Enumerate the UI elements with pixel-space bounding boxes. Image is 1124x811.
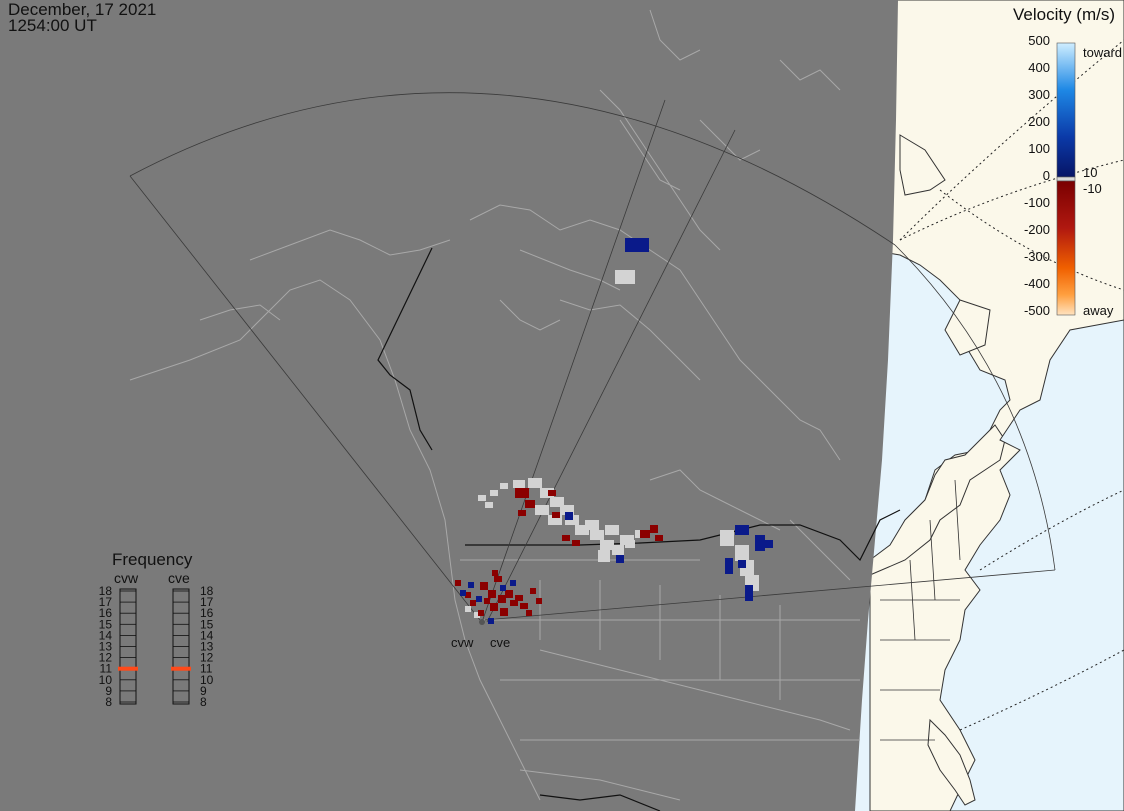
legend-toward-label: toward	[1083, 45, 1122, 60]
landmass-greenland-tip	[899, 134, 946, 196]
cve-frequency-tick: 11	[200, 662, 213, 676]
radar-fov	[129, 92, 1056, 623]
night-terminator-region	[0, 0, 898, 811]
legend-tick-0: 0	[1043, 168, 1050, 183]
cve-frequency-tick: 10	[200, 673, 214, 687]
cvw-frequency-tick: 10	[99, 673, 113, 687]
night-coastlines	[129, 9, 860, 801]
political-borders	[377, 247, 901, 811]
cvw-frequency-tick: 9	[105, 684, 112, 698]
cvw-frequency-tick: 13	[99, 640, 113, 654]
legend-tick-200: 200	[1028, 114, 1050, 129]
frequency-title: Frequency	[112, 550, 193, 569]
velocity-legend-title: Velocity (m/s)	[1013, 5, 1115, 24]
cvw-frequency-tick: 8	[105, 695, 112, 709]
cve-frequency-tick: 15	[200, 617, 214, 631]
landmass-newfoundland	[944, 299, 991, 356]
legend-tick-neg300: -300	[1024, 249, 1050, 264]
landmass-day-coast	[869, 424, 1006, 576]
velocity-legend: Velocity (m/s) 500 400 300 200	[1013, 5, 1122, 318]
east-state-borders	[880, 479, 961, 741]
frequency-right-label: cve	[168, 570, 190, 586]
legend-tick-neg400: -400	[1024, 276, 1050, 291]
cve-frequency-tick: 9	[200, 684, 207, 698]
legend-away-label: away	[1083, 303, 1114, 318]
cvw-frequency-tick: 17	[99, 595, 113, 609]
cvw-frequency-tick: 12	[99, 651, 113, 665]
radar-label-cvw: cvw	[451, 635, 474, 650]
cve-frequency-tick: 12	[200, 651, 214, 665]
legend-toward-bar	[1056, 42, 1076, 178]
legend-tick-300: 300	[1028, 87, 1050, 102]
velocity-toward-cells	[460, 238, 773, 624]
date-label: December, 17 2021	[8, 0, 156, 19]
radar-label-cve: cve	[490, 635, 510, 650]
cve-frequency-tick: 18	[200, 584, 214, 598]
cve-frequency-tick: 17	[200, 595, 214, 609]
cvw-frequency-tick: 11	[100, 662, 113, 676]
cve-frequency-tick: 8	[200, 695, 207, 709]
cvw-frequency-tick: 14	[99, 628, 113, 642]
cve-frequency-tick: 16	[200, 606, 214, 620]
legend-tick-400: 400	[1028, 60, 1050, 75]
graticule	[899, 39, 1124, 731]
cve-frequency-tick: 13	[200, 640, 214, 654]
legend-tick-100: 100	[1028, 141, 1050, 156]
legend-tick-500: 500	[1028, 33, 1050, 48]
legend-near-zero-pos: 10	[1083, 165, 1097, 180]
legend-tick-neg200: -200	[1024, 222, 1050, 237]
legend-zero-band	[1056, 176, 1076, 182]
landmass-florida	[927, 718, 976, 806]
velocity-away-cells	[455, 488, 663, 616]
cvw-frequency-tick: 16	[99, 606, 113, 620]
cvw-frequency-tick: 15	[99, 617, 113, 631]
cve-frequency-marker	[171, 666, 191, 671]
ocean-atlantic	[939, 319, 1124, 811]
frequency-left-label: cvw	[114, 570, 139, 586]
legend-tick-neg500: -500	[1024, 303, 1050, 318]
time-label: 1254:00 UT	[8, 16, 97, 35]
cvw-frequency-marker	[118, 666, 138, 671]
cve-frequency-tick: 14	[200, 628, 214, 642]
legend-away-bar	[1056, 180, 1076, 316]
legend-near-zero-neg: -10	[1083, 181, 1102, 196]
cvw-frequency-tick: 18	[99, 584, 113, 598]
legend-tick-neg100: -100	[1024, 195, 1050, 210]
radar-site-cvw-marker	[479, 619, 485, 625]
